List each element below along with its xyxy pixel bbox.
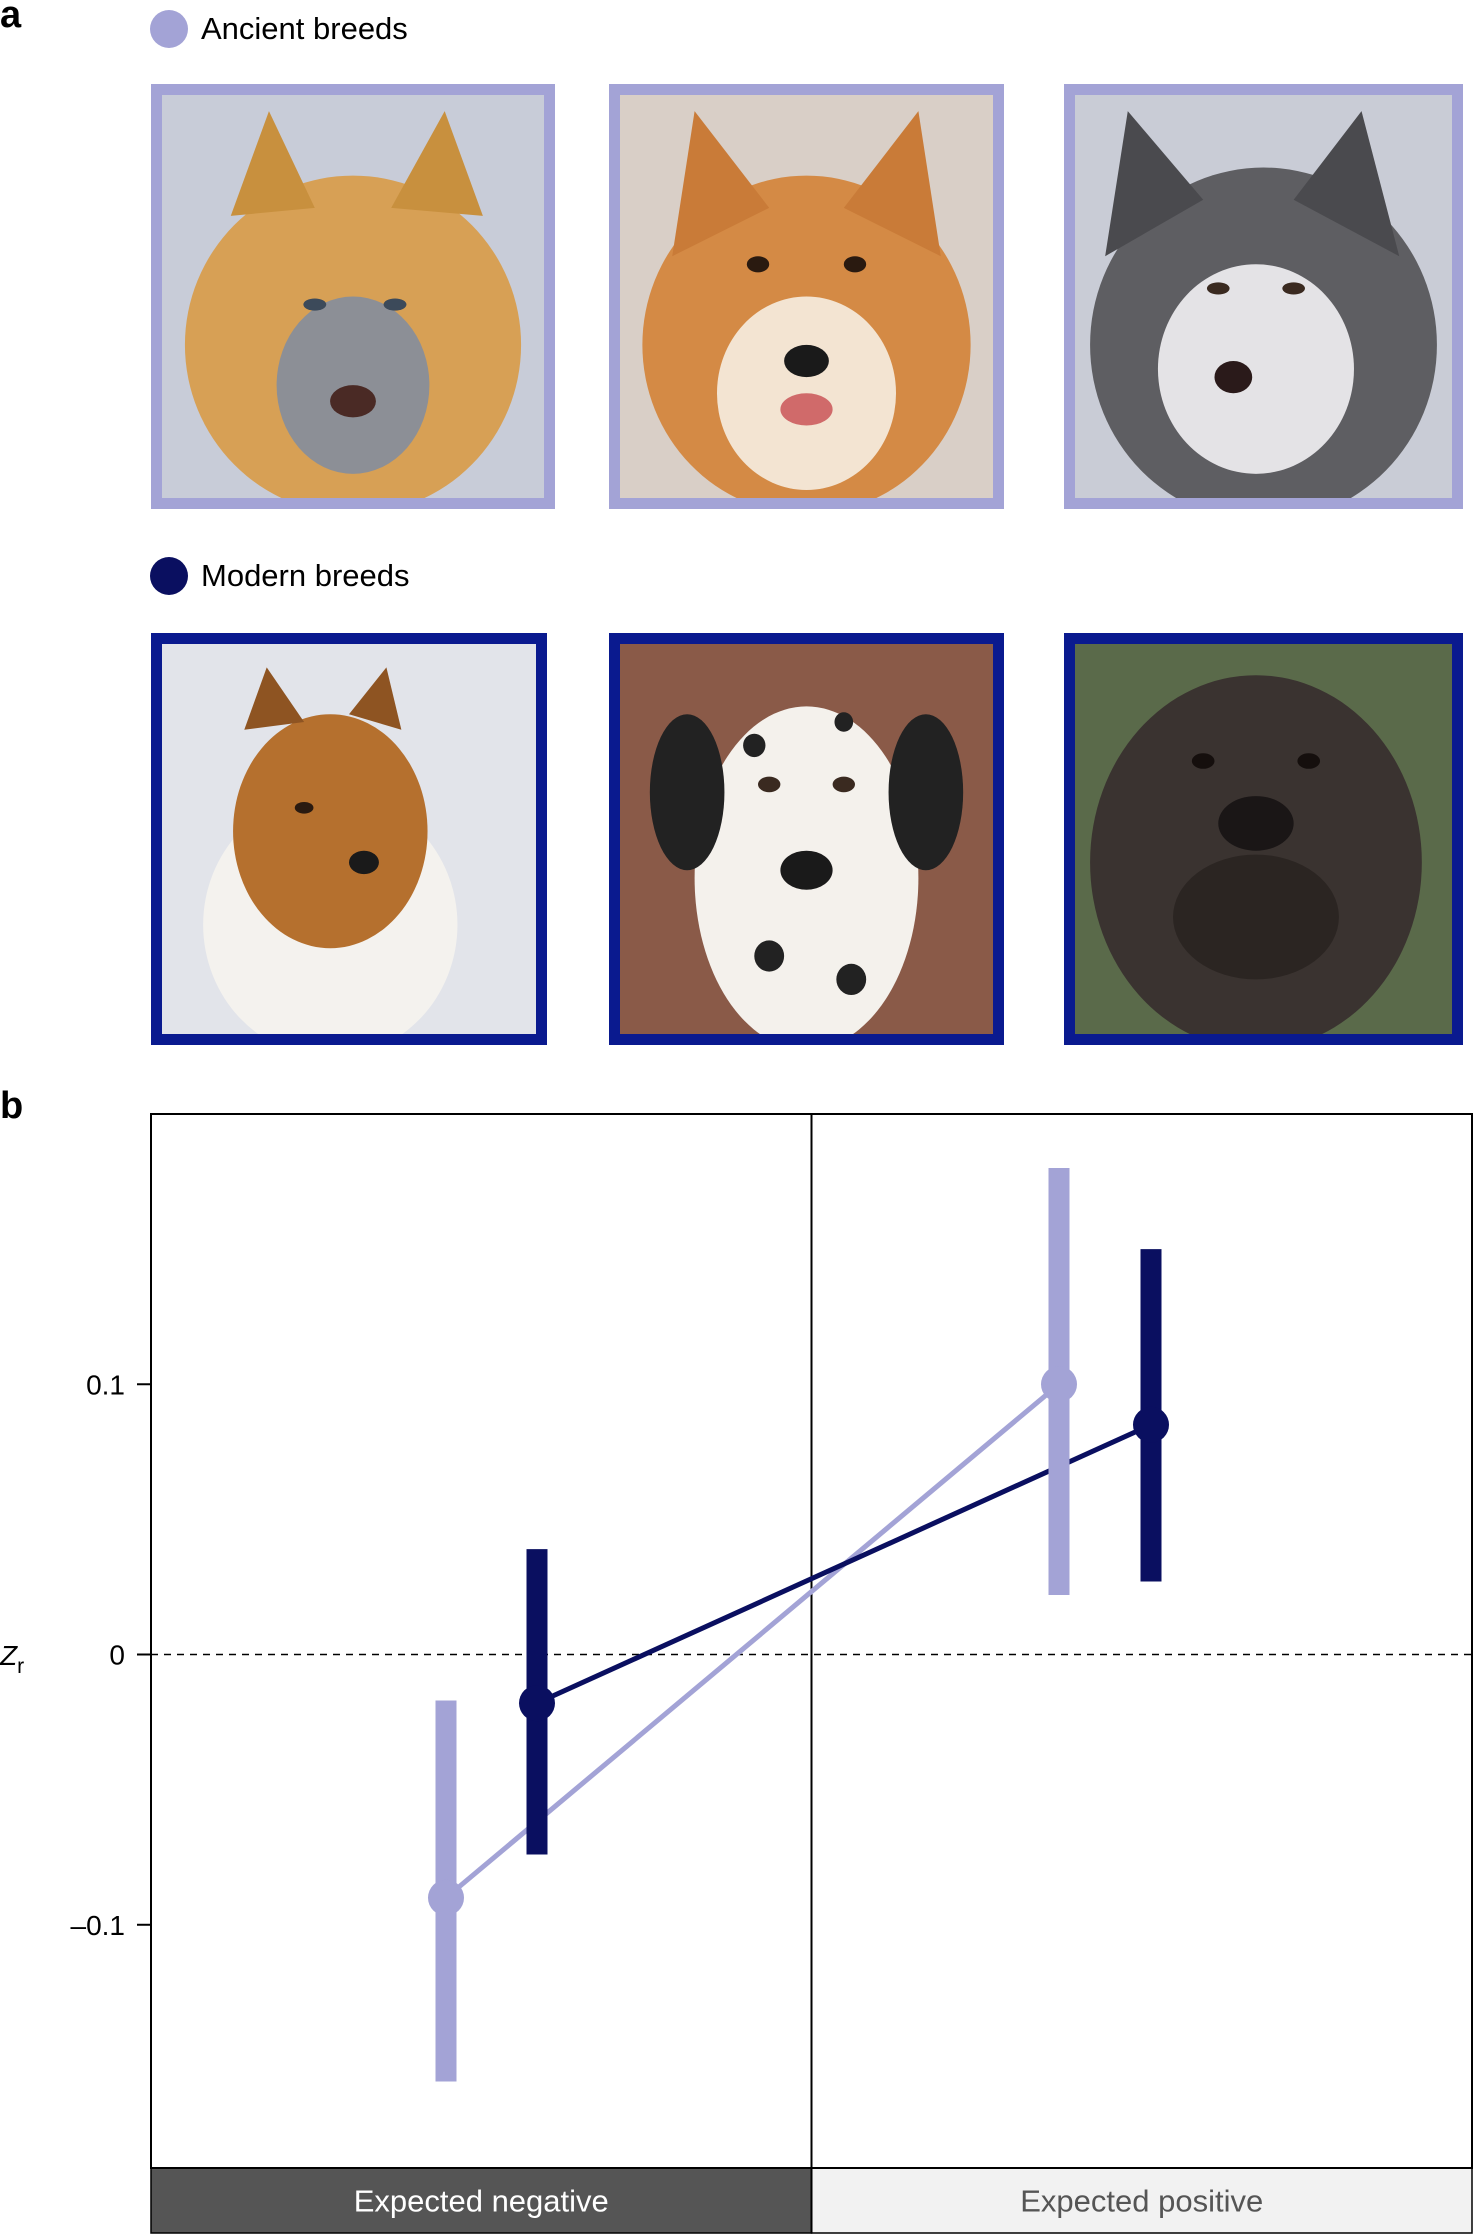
ancient-breed-photo-husky	[151, 84, 555, 509]
modern-breeds-legend: Modern breeds	[150, 557, 410, 595]
ancient-breeds-swatch	[150, 10, 188, 48]
modern-breed-photo-mastiff	[1064, 633, 1463, 1045]
panel-a-label: a	[0, 0, 22, 36]
data-point	[1133, 1406, 1169, 1443]
y-tick-label: 0	[109, 1640, 125, 1671]
data-point	[1041, 1366, 1077, 1403]
modern-breeds-swatch	[150, 557, 188, 595]
category-label: Expected negative	[354, 2184, 609, 2219]
modern-breed-photo-sheltie	[151, 633, 547, 1045]
ancient-breed-photo-malamute	[1064, 84, 1463, 509]
y-axis-label: Zr	[0, 1640, 24, 1678]
y-tick-label: 0.1	[86, 1369, 125, 1400]
data-point	[428, 1879, 464, 1916]
modern-breed-photo-dalmatian	[609, 633, 1004, 1045]
y-tick-label: –0.1	[71, 1910, 126, 1941]
ancient-breeds-label: Ancient breeds	[201, 11, 408, 46]
category-label: Expected positive	[1020, 2184, 1263, 2219]
series-line	[444, 1382, 1061, 1900]
ancient-breeds-legend: Ancient breeds	[150, 10, 408, 48]
panel-b-label: b	[0, 1085, 24, 1127]
ancient-breed-photo-shiba	[609, 84, 1004, 509]
modern-breeds-label: Modern breeds	[201, 558, 410, 593]
data-point	[519, 1685, 555, 1722]
